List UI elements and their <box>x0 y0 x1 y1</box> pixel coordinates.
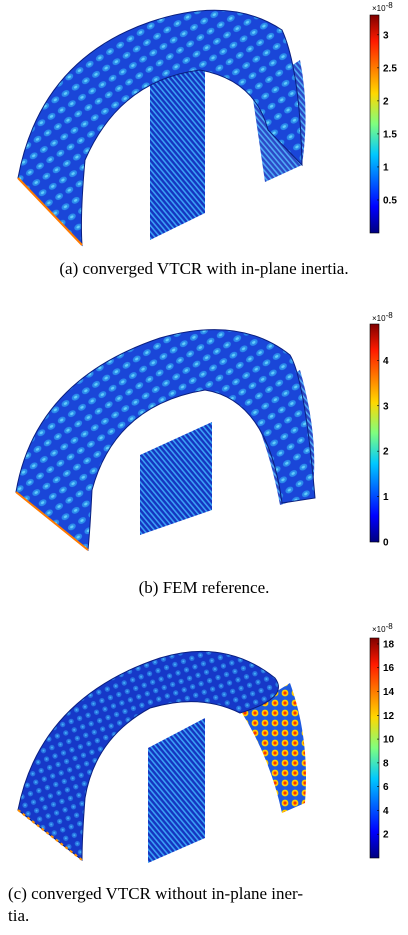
colorbar-tick-label: 0 <box>383 538 389 549</box>
colorbar-tick-label: 2.5 <box>383 63 397 74</box>
panel-a: 3 2.5 2 1.5 1 0.5 ×10-8 (a) converged VTCR wi… <box>0 0 408 290</box>
colorbar-tick-label: 4 <box>383 806 389 817</box>
shell-surface-b <box>15 329 316 551</box>
shell-surface-c <box>17 650 279 862</box>
shell-plot-b: 4 3 2 1 0 ×10-8 <box>15 311 393 551</box>
colorbar-tick-label: 1 <box>383 492 389 503</box>
left-wall-b <box>140 422 212 535</box>
colorbar-tick-label: 4 <box>383 356 389 367</box>
caption-b: (b) FEM reference. <box>138 578 270 597</box>
colorbar-tick-label: 12 <box>383 711 395 722</box>
colorbar-tick-label: 0.5 <box>383 195 397 206</box>
shell-surface-a <box>17 9 303 247</box>
colorbar-tick-label: 3 <box>383 401 389 412</box>
colorbar-multiplier-b: ×10-8 <box>372 311 393 323</box>
colorbar-tick-label: 2 <box>383 96 389 107</box>
colorbar-tick-label: 1 <box>383 162 389 173</box>
caption-c-line1: (c) converged VTCR without in-plane iner… <box>8 884 304 903</box>
caption-a: (a) converged VTCR with in-plane inertia… <box>59 259 349 278</box>
panel-c: 18 16 14 12 10 8 6 4 2 ×10-8 (c) converged VTCR … <box>0 618 408 935</box>
shell-plot-c: 18 16 14 12 10 8 6 4 2 ×10-8 <box>17 622 395 863</box>
colorbar-c <box>369 637 380 859</box>
right-wall-c <box>242 683 306 813</box>
colorbar-b <box>369 323 380 543</box>
colorbar-tick-label: 14 <box>383 687 395 698</box>
colorbar-tick-label: 2 <box>383 447 389 458</box>
colorbar-tick-label: 3 <box>383 30 389 41</box>
panel-b: 4 3 2 1 0 ×10-8 (b) FEM reference. <box>0 310 408 615</box>
shell-plot-a: 3 2.5 2 1.5 1 0.5 ×10-8 <box>17 1 397 247</box>
colorbar-tick-label: 1.5 <box>383 129 397 140</box>
colorbar-tick-label: 2 <box>383 830 389 841</box>
colorbar-tick-label: 18 <box>383 639 395 650</box>
left-wall-c <box>148 718 205 863</box>
colorbar-ticks-c: 18 16 14 12 10 8 6 4 2 <box>377 639 395 841</box>
caption-c-line2: tia. <box>8 906 30 925</box>
colorbar-multiplier-a: ×10-8 <box>372 1 393 13</box>
left-wall-a <box>150 41 205 240</box>
colorbar-tick-label: 6 <box>383 782 389 793</box>
colorbar-ticks-a: 3 2.5 2 1.5 1 0.5 <box>377 30 397 206</box>
colorbar-a <box>369 14 380 234</box>
colorbar-ticks-b: 4 3 2 1 0 <box>377 356 389 549</box>
colorbar-multiplier-c: ×10-8 <box>372 622 393 634</box>
colorbar-tick-label: 10 <box>383 735 395 746</box>
colorbar-tick-label: 8 <box>383 758 389 769</box>
colorbar-tick-label: 16 <box>383 663 395 674</box>
